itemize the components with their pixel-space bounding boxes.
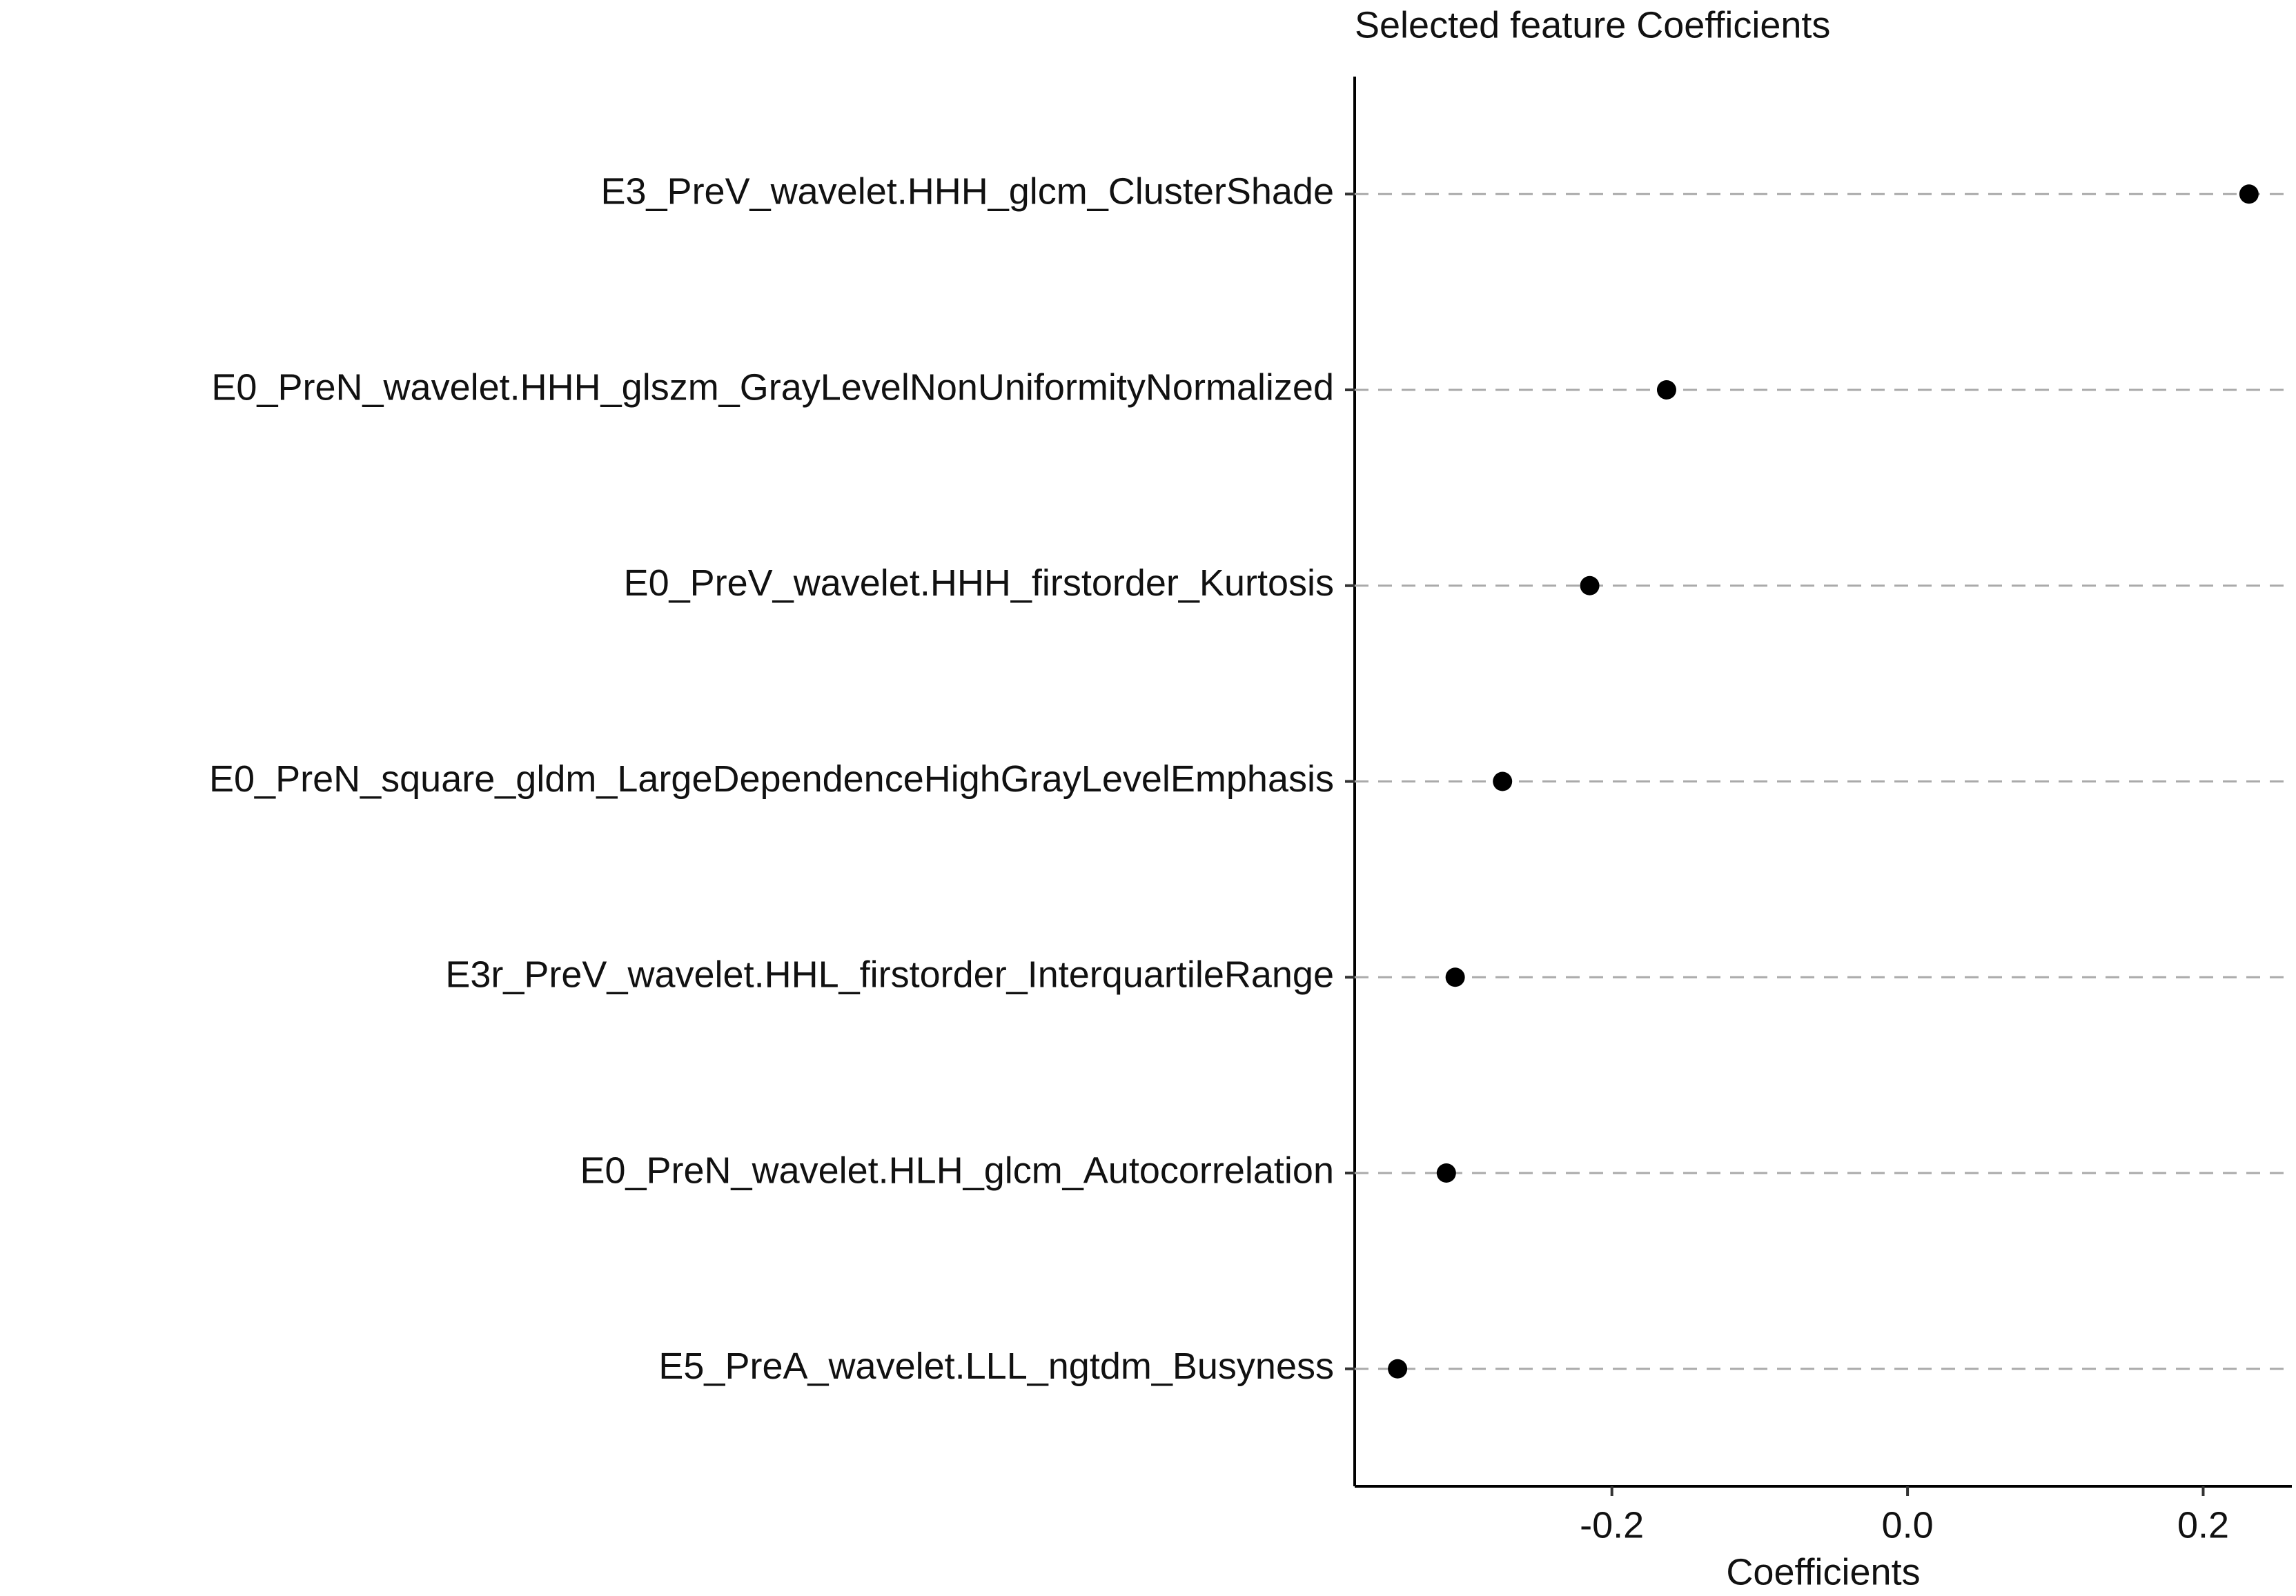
y-tick-label: E0_PreN_wavelet.HHH_glszm_GrayLevelNonUn… xyxy=(211,366,1334,408)
chart-title: Selected feature Coefficients xyxy=(1355,4,1830,46)
y-tick-label: E3r_PreV_wavelet.HHL_firstorder_Interqua… xyxy=(445,954,1334,996)
y-tick-label: E0_PreV_wavelet.HHH_firstorder_Kurtosis xyxy=(624,562,1334,604)
x-tick-label: -0.2 xyxy=(1580,1504,1644,1546)
y-tick-label: E0_PreN_wavelet.HLH_glcm_Autocorrelation xyxy=(580,1150,1334,1191)
dot xyxy=(1436,1163,1456,1183)
dot xyxy=(1656,380,1676,400)
x-tick-label: 0.2 xyxy=(2177,1504,2229,1546)
dot xyxy=(1388,1359,1408,1379)
dot xyxy=(1580,575,1600,595)
x-tick-label: 0.0 xyxy=(1882,1504,1934,1546)
x-axis-title: Coefficients xyxy=(1726,1551,1920,1593)
dot xyxy=(1493,771,1513,791)
dot xyxy=(1445,967,1465,987)
dot xyxy=(2239,184,2259,204)
y-tick-label: E5_PreA_wavelet.LLL_ngtdm_Busyness xyxy=(658,1346,1334,1387)
y-tick-label: E3_PreV_wavelet.HHH_glcm_ClusterShade xyxy=(600,171,1334,213)
y-tick-label: E0_PreN_square_gldm_LargeDependenceHighG… xyxy=(209,758,1334,800)
